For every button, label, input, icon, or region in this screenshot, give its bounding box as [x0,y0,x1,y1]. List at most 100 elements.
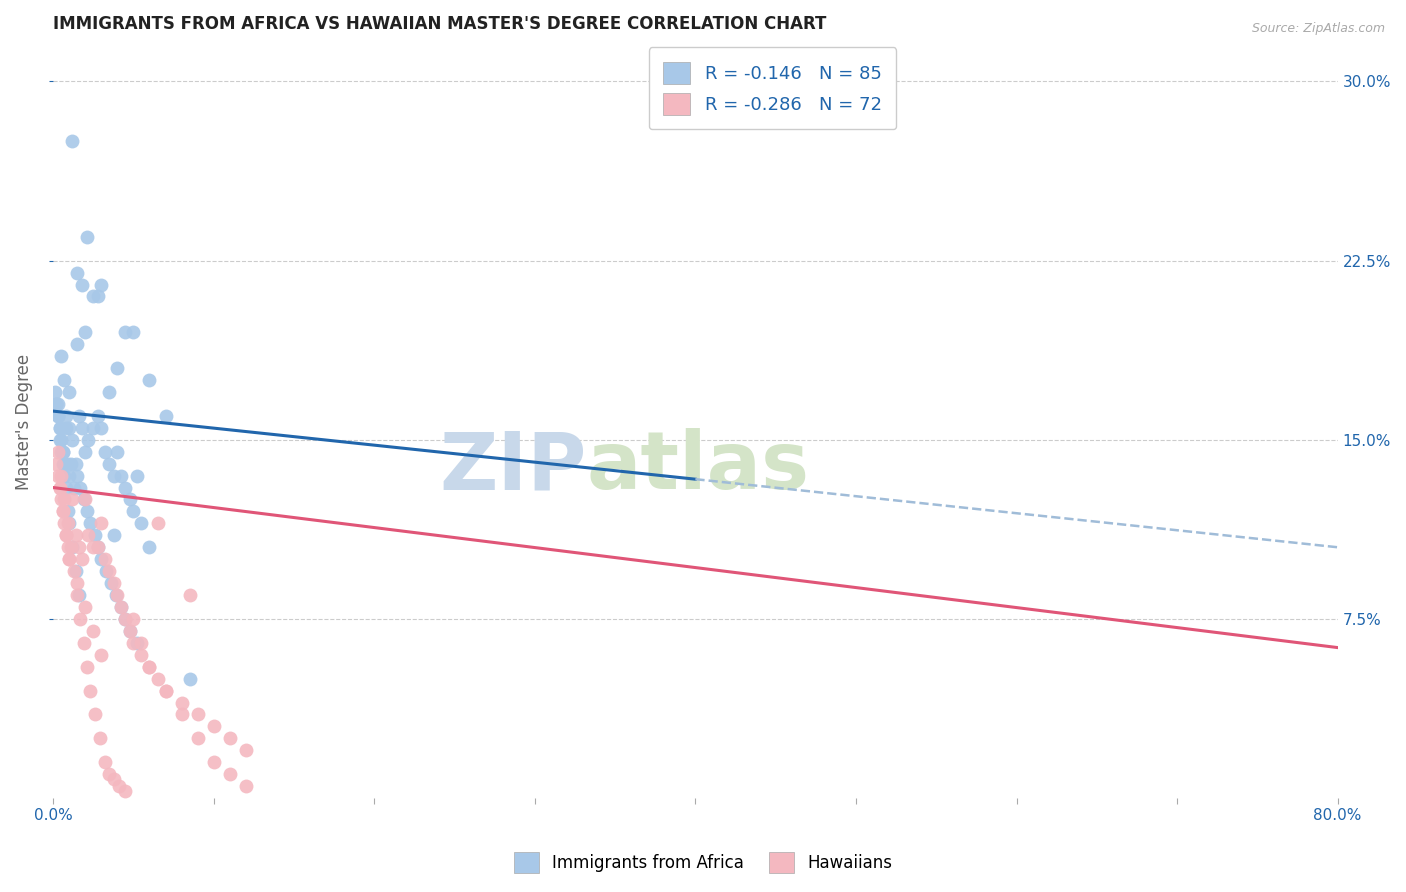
Point [63,564,86,578]
Point [218,767,240,781]
Point [52,444,75,458]
Point [52,504,75,518]
Y-axis label: Master's Degree: Master's Degree [15,354,32,490]
Point [60,541,83,555]
Point [66,337,89,351]
Point [52,444,75,458]
Point [70,277,93,292]
Point [138,659,160,673]
Point [103,772,125,786]
Point [46,397,69,411]
Point [94,564,117,578]
Point [89,731,111,746]
Point [104,588,127,602]
Point [56,457,79,471]
Point [48,481,70,495]
Point [122,636,145,650]
Point [114,612,136,626]
Point [103,576,125,591]
Point [138,541,160,555]
Point [218,731,240,746]
Point [53,468,76,483]
Point [55,481,77,495]
Point [100,576,122,591]
Point [53,516,76,531]
Point [83,528,105,542]
Point [48,481,70,495]
Point [114,481,136,495]
Point [76,229,98,244]
Point [72,636,94,650]
Point [66,576,89,591]
Point [56,516,79,531]
Point [66,588,89,602]
Point [55,409,77,423]
Point [90,421,112,435]
Point [114,612,136,626]
Point [53,492,76,507]
Point [76,659,98,673]
Point [58,516,80,531]
Point [65,564,87,578]
Point [51,433,73,447]
Point [202,756,225,770]
Point [60,433,83,447]
Point [155,683,177,698]
Point [155,683,177,698]
Point [67,409,90,423]
Point [179,588,201,602]
Point [120,624,142,638]
Point [114,784,136,798]
Point [110,599,132,614]
Point [98,767,121,781]
Point [170,707,193,722]
Point [122,326,145,340]
Point [235,779,257,793]
Point [202,719,225,733]
Point [45,397,67,411]
Point [69,612,91,626]
Point [66,468,89,483]
Point [60,134,83,148]
Point [56,541,79,555]
Point [98,457,121,471]
Point [82,289,104,303]
Point [75,444,97,458]
Point [108,779,131,793]
Point [58,384,80,399]
Point [82,541,104,555]
Point [46,444,69,458]
Point [105,588,128,602]
Point [83,707,105,722]
Point [70,421,93,435]
Point [103,528,125,542]
Point [65,528,87,542]
Point [46,409,69,423]
Point [146,672,169,686]
Point [55,528,77,542]
Legend: Immigrants from Africa, Hawaiians: Immigrants from Africa, Hawaiians [508,846,898,880]
Point [75,599,97,614]
Point [87,289,110,303]
Text: Source: ZipAtlas.com: Source: ZipAtlas.com [1251,22,1385,36]
Point [53,457,76,471]
Point [60,492,83,507]
Point [76,504,98,518]
Point [187,707,209,722]
Point [138,659,160,673]
Point [122,504,145,518]
Legend: R = -0.146   N = 85, R = -0.286   N = 72: R = -0.146 N = 85, R = -0.286 N = 72 [648,47,896,129]
Point [77,433,100,447]
Point [131,516,153,531]
Point [58,552,80,566]
Point [90,648,112,662]
Point [48,421,70,435]
Point [155,409,177,423]
Point [56,504,79,518]
Point [58,552,80,566]
Point [70,552,93,566]
Point [59,541,82,555]
Point [66,266,89,280]
Point [110,599,132,614]
Point [48,433,70,447]
